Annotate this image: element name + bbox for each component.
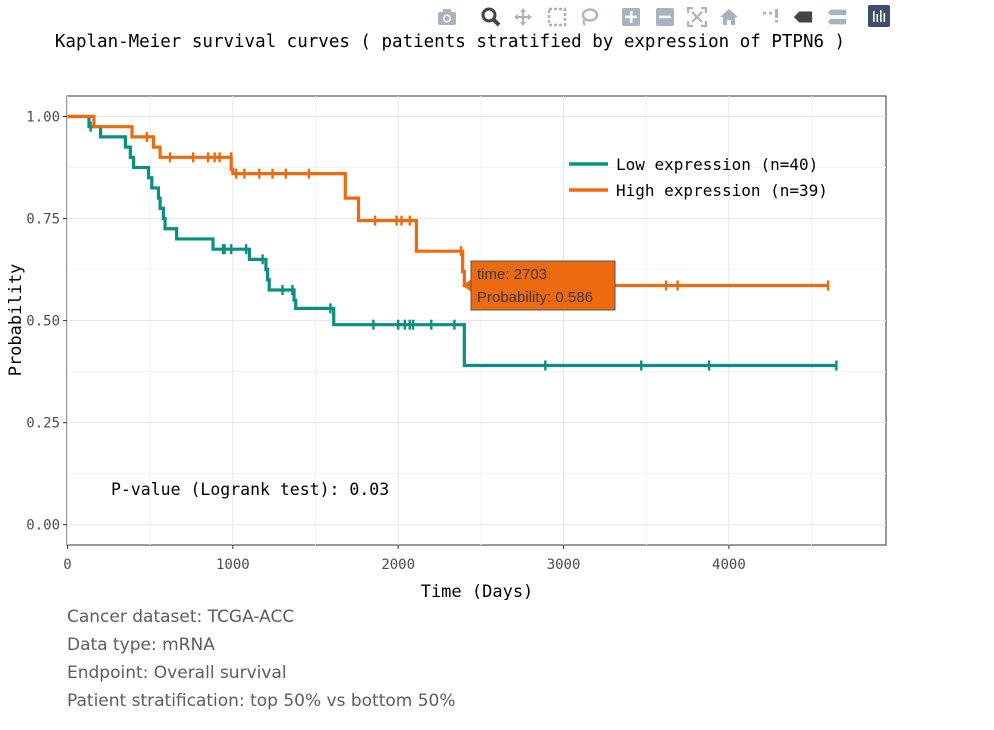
tooltip-pointer: [462, 279, 471, 292]
box-select-icon[interactable]: [546, 6, 568, 28]
km-survival-chart: Kaplan-Meier survival curves ( patients …: [6, 32, 887, 600]
hover-tooltip: time: 2703 Probability: 0.586: [462, 260, 616, 311]
zoom-icon[interactable]: [480, 6, 502, 28]
dataset-info: Cancer dataset: TCGA-ACC Data type: mRNA…: [67, 603, 456, 715]
x-tick-label: 2000: [381, 557, 415, 573]
y-tick-label: 0.00: [26, 518, 60, 534]
spike-lines-icon[interactable]: [760, 6, 782, 28]
y-tick-label: 1.00: [26, 110, 60, 126]
endpoint-label: Endpoint: Overall survival: [67, 663, 287, 683]
x-axis-label: Time (Days): [421, 582, 534, 600]
tooltip-box: [470, 260, 616, 311]
dataset-label: Cancer dataset: TCGA-ACC: [67, 607, 295, 627]
pvalue-annotation: P-value (Logrank test): 0.03: [111, 480, 389, 499]
y-axis-label: Probability: [6, 264, 26, 377]
series-layer: [67, 114, 838, 371]
low-expression-series: [67, 114, 838, 371]
legend[interactable]: Low expression (n=40) High expression (n=…: [569, 155, 828, 200]
modebar-toolbar: [434, 4, 894, 30]
zoom-in-icon[interactable]: [620, 6, 642, 28]
chart-title: Kaplan-Meier survival curves ( patients …: [55, 32, 845, 52]
pan-icon[interactable]: [512, 6, 534, 28]
stratification-label: Patient stratification: top 50% vs botto…: [67, 691, 456, 711]
datatype-label: Data type: mRNA: [67, 635, 215, 655]
x-tick-label: 4000: [712, 557, 746, 573]
legend-label: Low expression (n=40): [616, 155, 818, 174]
y-tick-label: 0.75: [26, 212, 60, 228]
y-tick-label: 0.25: [26, 416, 60, 432]
zoom-out-icon[interactable]: [654, 6, 676, 28]
low-expression-curve: [67, 114, 837, 368]
camera-icon[interactable]: [436, 6, 458, 28]
plotly-logo-icon[interactable]: [868, 5, 890, 27]
high-expression-series: [67, 114, 830, 291]
tooltip-time: time: 2703: [477, 266, 547, 283]
lasso-select-icon[interactable]: [578, 6, 600, 28]
home-icon[interactable]: [718, 6, 740, 28]
axes: 0 1000 2000 3000 4000 0.00 0.25 0.50 0.75 1.00: [26, 110, 745, 574]
y-tick-label: 0.50: [26, 314, 60, 330]
hover-compare-icon[interactable]: [826, 6, 848, 28]
x-tick-label: 0: [63, 557, 71, 573]
high-expression-curve: [67, 114, 829, 288]
tooltip-probability: Probability: 0.586: [477, 289, 593, 306]
autoscale-icon[interactable]: [686, 6, 708, 28]
legend-label: High expression (n=39): [616, 181, 828, 200]
x-tick-label: 1000: [216, 557, 250, 573]
x-tick-label: 3000: [547, 557, 581, 573]
hover-closest-icon[interactable]: [792, 6, 814, 28]
